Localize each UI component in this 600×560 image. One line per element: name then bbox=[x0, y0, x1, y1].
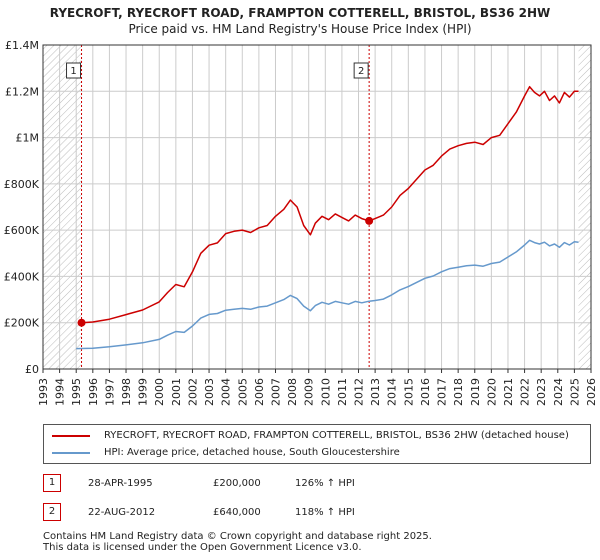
legend-label-property: RYECROFT, RYECROFT ROAD, FRAMPTON COTTER… bbox=[104, 430, 569, 441]
x-tick-label: 1996 bbox=[87, 378, 100, 406]
transaction-badge: 1 bbox=[43, 474, 61, 492]
footer-license: This data is licensed under the Open Gov… bbox=[43, 542, 362, 553]
x-tick-label: 2014 bbox=[386, 378, 399, 406]
chart-legend: RYECROFT, RYECROFT ROAD, FRAMPTON COTTER… bbox=[43, 424, 591, 464]
y-tick-label: £1M bbox=[16, 132, 40, 145]
transaction-date: 28-APR-1995 bbox=[88, 478, 153, 489]
y-tick-label: £600K bbox=[4, 224, 40, 237]
x-tick-label: 2005 bbox=[236, 378, 249, 406]
transaction-marker-box bbox=[66, 62, 82, 79]
y-tick-label: £800K bbox=[4, 178, 40, 191]
x-tick-label: 2020 bbox=[485, 378, 498, 406]
chart-title: RYECROFT, RYECROFT ROAD, FRAMPTON COTTER… bbox=[49, 6, 551, 20]
x-tick-label: 1994 bbox=[54, 378, 67, 406]
transaction-hpi-change: 126% ↑ HPI bbox=[295, 478, 355, 489]
legend-item-property: RYECROFT, RYECROFT ROAD, FRAMPTON COTTER… bbox=[52, 430, 569, 441]
y-tick-label: £0 bbox=[25, 363, 39, 376]
legend-swatch-hpi bbox=[52, 451, 90, 454]
x-tick-label: 2008 bbox=[286, 378, 299, 406]
x-tick-label: 1999 bbox=[137, 378, 150, 406]
x-tick-label: 2026 bbox=[585, 378, 598, 406]
price-chart: 1 2 £0 £200K £400K £600K £800K £1M £1.2M £1.4M 19… bbox=[4, 39, 598, 406]
x-tick-label: 2009 bbox=[303, 378, 316, 406]
transaction-badge: 2 bbox=[43, 503, 61, 521]
transaction-date: 22-AUG-2012 bbox=[88, 507, 156, 518]
legend-swatch-property bbox=[52, 434, 90, 437]
hatched-region bbox=[578, 45, 591, 369]
transaction-row: 1 28-APR-1995 £200,000 126% ↑ HPI bbox=[43, 474, 591, 494]
x-tick-label: 2018 bbox=[452, 378, 465, 406]
x-tick-label: 2003 bbox=[203, 378, 216, 406]
x-tick-label: 2010 bbox=[319, 378, 332, 406]
x-tick-label: 2015 bbox=[402, 378, 415, 406]
x-tick-label: 2013 bbox=[369, 378, 382, 406]
x-tick-label: 2012 bbox=[353, 378, 366, 406]
x-tick-label: 2006 bbox=[253, 378, 266, 406]
transaction-row: 2 22-AUG-2012 £640,000 118% ↑ HPI bbox=[43, 503, 591, 523]
x-tick-label: 2021 bbox=[502, 378, 515, 406]
x-tick-label: 2002 bbox=[186, 378, 199, 406]
y-tick-label: £1.4M bbox=[5, 39, 39, 52]
transaction-price: £640,000 bbox=[213, 507, 261, 518]
property-price-line bbox=[81, 85, 579, 324]
x-tick-label: 2001 bbox=[170, 378, 183, 406]
transaction-marker-label: 2 bbox=[358, 66, 364, 77]
y-tick-label: £200K bbox=[4, 317, 40, 330]
x-tick-label: 2017 bbox=[436, 378, 449, 406]
transaction-price: £200,000 bbox=[213, 478, 261, 489]
y-tick-label: £400K bbox=[4, 270, 40, 283]
transaction-marker-box bbox=[353, 62, 369, 79]
x-tick-label: 2025 bbox=[568, 378, 581, 406]
legend-label-hpi: HPI: Average price, detached house, Sout… bbox=[104, 447, 400, 458]
plot-frame bbox=[42, 44, 592, 370]
hatched-region bbox=[43, 45, 82, 369]
x-tick-label: 2022 bbox=[519, 378, 532, 406]
transaction-marker-label: 1 bbox=[70, 66, 76, 77]
x-tick-label: 2007 bbox=[269, 378, 282, 406]
footer-copyright: Contains HM Land Registry data © Crown c… bbox=[43, 531, 432, 542]
x-tick-label: 2023 bbox=[535, 378, 548, 406]
x-tick-label: 1995 bbox=[70, 378, 83, 406]
x-tick-label: 2011 bbox=[336, 378, 349, 406]
x-tick-label: 2004 bbox=[220, 378, 233, 406]
x-tick-label: 2019 bbox=[469, 378, 482, 406]
x-tick-label: 1998 bbox=[120, 378, 133, 406]
x-tick-label: 1997 bbox=[103, 378, 116, 406]
transaction-point bbox=[365, 216, 374, 225]
legend-item-hpi: HPI: Average price, detached house, Sout… bbox=[52, 447, 400, 458]
x-tick-label: 2000 bbox=[153, 378, 166, 406]
x-tick-label: 2024 bbox=[552, 378, 565, 406]
transaction-hpi-change: 118% ↑ HPI bbox=[295, 507, 355, 518]
x-tick-label: 2016 bbox=[419, 378, 432, 406]
chart-subtitle: Price paid vs. HM Land Registry's House … bbox=[128, 22, 472, 36]
footer-attribution: Contains HM Land Registry data © Crown c… bbox=[43, 531, 432, 553]
x-tick-label: 1993 bbox=[37, 378, 50, 406]
hpi-line bbox=[76, 239, 579, 350]
transaction-point bbox=[77, 318, 86, 327]
y-tick-label: £1.2M bbox=[5, 85, 39, 98]
